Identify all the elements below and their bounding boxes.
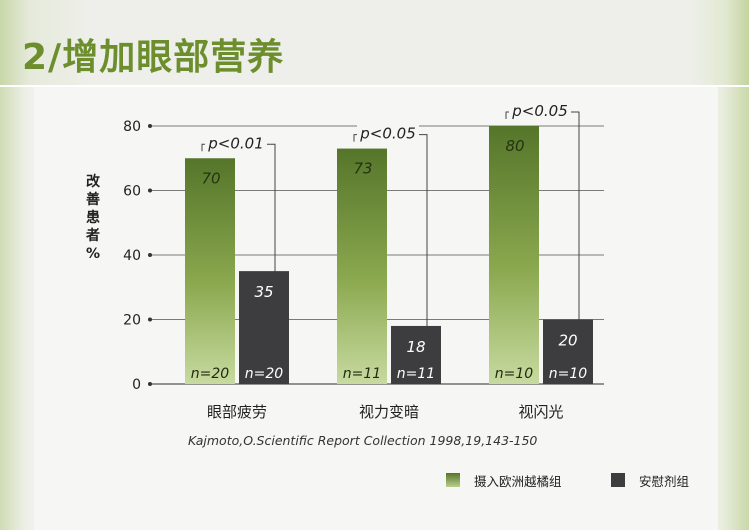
y-tick-dot — [148, 253, 152, 257]
legend-label-treatment: 摄入欧洲越橘组 — [474, 473, 562, 489]
y-tick-label: 80 — [123, 119, 141, 135]
legend-item-treatment: 摄入欧洲越橘组 — [446, 470, 562, 490]
category-label: 视闪光 — [518, 403, 563, 421]
bar-placebo — [391, 325, 441, 384]
y-tick-dot — [148, 188, 152, 193]
value-label-placebo: 35 — [254, 283, 273, 301]
y-axis-label-char: 者 — [86, 228, 100, 244]
bar-treatment — [185, 158, 235, 384]
significance-label-bg — [509, 101, 571, 121]
bar-treatment — [489, 126, 539, 384]
citation: Kajmoto,O.Scientific Report Collection 1… — [188, 433, 538, 448]
legend-label-placebo: 安慰剂组 — [639, 473, 690, 489]
significance-label: p<0.05 — [511, 102, 568, 120]
category-label: 眼部疲劳 — [207, 403, 267, 421]
legend-swatch-placebo — [611, 473, 625, 487]
sample-size-treatment: n=10 — [495, 366, 534, 382]
y-tick-dot — [148, 382, 152, 386]
bar-placebo — [543, 319, 593, 384]
y-axis-label-char: 善 — [86, 191, 100, 208]
bar-placebo — [239, 271, 289, 384]
y-tick-label: 60 — [123, 184, 141, 200]
sample-size-placebo: n=11 — [397, 366, 435, 382]
header-band — [0, 0, 749, 86]
legend-item-placebo: 安慰剂组 — [611, 470, 689, 490]
legend-swatch-treatment — [446, 473, 460, 487]
significance-label: p<0.05 — [359, 125, 416, 143]
value-label-placebo: 20 — [558, 332, 577, 350]
y-tick-label: 20 — [123, 313, 141, 329]
sample-size-placebo: n=20 — [245, 366, 284, 382]
sample-size-treatment: n=11 — [343, 366, 381, 382]
y-axis-label-char: 患 — [86, 209, 100, 226]
y-tick-dot — [148, 317, 152, 322]
value-label-treatment: 73 — [353, 160, 372, 178]
y-tick-label: 40 — [123, 248, 141, 264]
y-tick-dot — [148, 124, 152, 128]
value-label-treatment: 80 — [505, 137, 524, 155]
significance-label-bg — [205, 133, 267, 154]
significance-label: p<0.01 — [207, 134, 264, 152]
sample-size-placebo: n=10 — [549, 366, 588, 382]
header-divider — [0, 85, 749, 87]
page-title: 2/增加眼部营养 — [22, 37, 285, 78]
y-axis-label-char: 改 — [86, 173, 101, 190]
value-label-placebo: 18 — [406, 338, 425, 356]
bar-treatment — [337, 148, 387, 384]
y-tick-label: 0 — [132, 377, 141, 393]
significance-label-bg — [357, 123, 419, 144]
y-axis-label-char: % — [86, 246, 100, 262]
sample-size-treatment: n=20 — [191, 366, 230, 382]
category-label: 视力变暗 — [359, 403, 419, 421]
value-label-treatment: 70 — [201, 169, 220, 187]
